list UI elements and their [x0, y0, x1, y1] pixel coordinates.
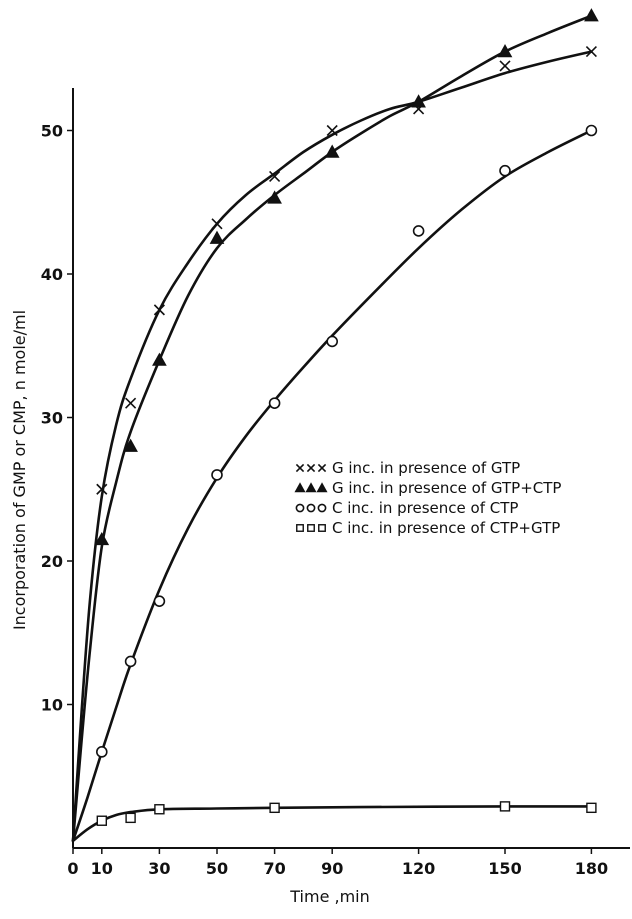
series-1-point-1	[96, 483, 108, 495]
x-tick-label-0: 0	[67, 859, 78, 878]
series-1-point-3	[153, 304, 165, 316]
series-2-point-5	[267, 190, 282, 204]
x-tick-label-150: 150	[488, 859, 521, 878]
series-3-point-2	[124, 655, 137, 668]
series-4-point-1	[96, 815, 108, 826]
series-2-point-4	[209, 230, 225, 244]
x-axis-title: Time ,min	[289, 887, 370, 906]
legend-item-2: G inc. in presence of GTP+CTP	[294, 479, 561, 497]
series-3-point-8	[499, 164, 511, 177]
legend-item-1-label: G inc. in presence of GTP	[332, 459, 520, 477]
series-4-point-3	[154, 804, 165, 815]
series-2-point-7	[411, 94, 426, 108]
series-4-point-5	[499, 801, 511, 812]
legend-item-1: G inc. in presence of GTP	[295, 459, 520, 477]
legend-item-1-marker-1	[295, 463, 305, 473]
y-axis-title: Incorporation of GMP or CMP, n mole/ml	[10, 310, 29, 630]
legend-item-4: C inc. in presence of CTP+GTP	[296, 519, 560, 537]
legend-item-1-marker-2-b	[306, 463, 316, 473]
series-1-point-5-b	[269, 170, 281, 182]
series-markers	[94, 8, 599, 826]
y-tick-label-40: 40	[41, 265, 63, 284]
axes: 0 10 30 50 70 90 120 150 180 10 20 30 40 50	[41, 88, 630, 878]
series-2-point-9	[584, 8, 599, 22]
legend-item-3-marker-1	[295, 503, 305, 513]
legend-item-1-marker-1-b	[295, 463, 305, 473]
series-1-point-4	[211, 218, 223, 230]
series-4-point-2	[125, 812, 136, 824]
legend-item-2-marker-1	[294, 482, 306, 493]
series-1-point-4-b	[211, 218, 223, 230]
series-3-curve	[71, 129, 593, 843]
y-tick-label-10: 10	[41, 696, 63, 715]
x-tick-label-50: 50	[206, 859, 228, 878]
legend-item-1-marker-2	[306, 463, 316, 473]
series-3-point-7	[412, 225, 425, 237]
x-tick-label-10: 10	[91, 859, 113, 878]
y-tick-label-50: 50	[41, 122, 63, 141]
series-2-point-1	[94, 531, 110, 546]
series-4-point-4	[269, 802, 280, 814]
series-2-curve	[71, 14, 593, 843]
series-1-point-6-b	[326, 124, 338, 137]
y-tick-label-30: 30	[41, 409, 63, 428]
x-tick-label-120: 120	[402, 859, 435, 878]
series-1-point-9-b	[585, 46, 597, 58]
series-3-point-3	[153, 595, 166, 607]
legend-item-1-marker-3-b	[317, 463, 327, 473]
x-tick-label-30: 30	[148, 859, 170, 878]
legend-item-4-marker-3	[318, 524, 326, 532]
series-1-point-2	[125, 397, 137, 409]
x-tick-label-70: 70	[263, 859, 285, 878]
series-3-point-4	[211, 469, 223, 481]
series-3-point-5	[268, 397, 281, 409]
legend-item-4-marker-1	[296, 524, 304, 532]
series-4-point-6	[586, 802, 597, 814]
series-1-curve	[71, 50, 593, 843]
legend-item-2-label: G inc. in presence of GTP+CTP	[332, 479, 561, 497]
legend-item-2-marker-3	[316, 482, 328, 493]
series-1-point-8	[499, 60, 511, 72]
series-3-point-6	[326, 335, 339, 348]
series-1-point-1-b	[96, 483, 108, 495]
series-3-point-1	[96, 746, 108, 758]
legend-item-3-marker-2	[306, 503, 316, 513]
x-tick-label-180: 180	[575, 859, 608, 878]
series-1-point-3-b	[153, 304, 165, 316]
legend-item-4-marker-2	[307, 524, 315, 532]
series-3-point-9	[585, 124, 598, 137]
series-1-point-5	[269, 170, 281, 182]
series-1-point-6	[326, 124, 338, 137]
series-1-point-2-b	[125, 397, 137, 409]
legend-item-1-marker-3	[317, 463, 327, 473]
series-1-point-8-b	[499, 60, 511, 72]
legend-item-3-marker-3	[317, 503, 327, 513]
series-2-point-2	[123, 438, 138, 452]
series-4-curve	[71, 805, 593, 843]
legend-item-3: C inc. in presence of CTP	[295, 499, 518, 517]
series-2-point-8	[497, 44, 513, 58]
legend: G inc. in presence of GTP G inc. in prese…	[294, 459, 561, 537]
series-2-point-6	[324, 144, 340, 158]
series-curves	[71, 14, 593, 843]
x-tick-label-90: 90	[321, 859, 343, 878]
legend-item-2-marker-2	[305, 482, 317, 493]
legend-item-4-label: C inc. in presence of CTP+GTP	[332, 519, 560, 537]
series-1-point-9	[585, 46, 597, 58]
series-2-point-3	[152, 352, 167, 366]
legend-item-3-label: C inc. in presence of CTP	[332, 499, 518, 517]
y-tick-label-20: 20	[41, 552, 63, 571]
